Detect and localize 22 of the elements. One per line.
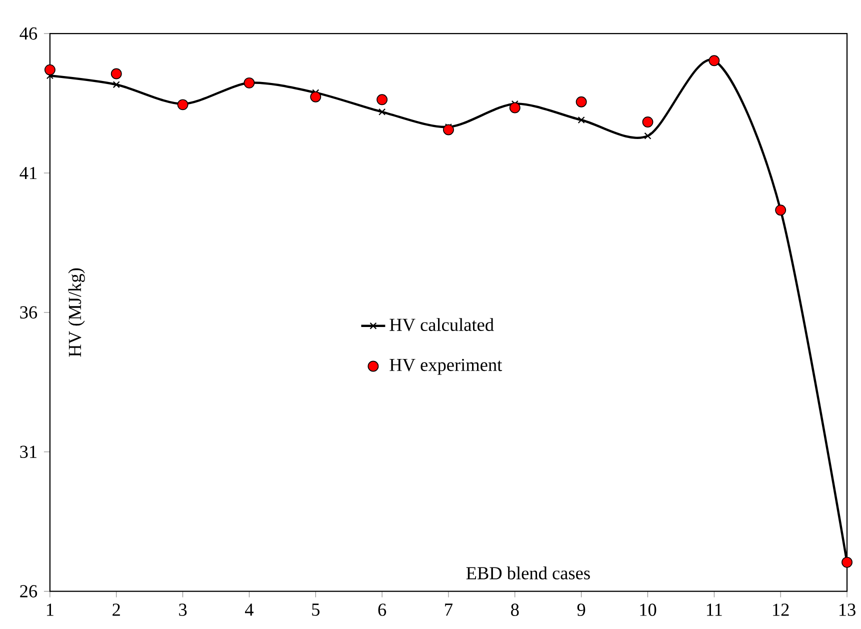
y-tick-label: 26 xyxy=(20,585,38,598)
x-tick-label: 10 xyxy=(640,604,656,616)
y-tick-label: 31 xyxy=(20,446,36,458)
y-tick-label: 36 xyxy=(20,306,38,318)
x-tick-label: 2 xyxy=(112,604,120,616)
y-tick-label: 46 xyxy=(20,27,38,40)
x-tick-label: 8 xyxy=(511,604,519,616)
x-tick-label: 4 xyxy=(245,604,254,616)
y-tick-label: 41 xyxy=(20,166,36,179)
legend-label: HV calculated xyxy=(390,318,494,331)
x-tick-label: 3 xyxy=(179,604,187,616)
x-tick-label: 7 xyxy=(445,604,453,616)
legend-label: HV experiment xyxy=(390,358,502,375)
x-tick-label: 5 xyxy=(312,604,320,616)
y-axis-title: HV (MJ/kg) xyxy=(68,268,85,357)
x-tick-label: 12 xyxy=(773,604,789,616)
x-tick-label: 11 xyxy=(706,604,722,616)
x-axis-title: EBD blend cases xyxy=(466,566,590,580)
x-tick-label: 13 xyxy=(840,604,856,616)
x-tick-label: 6 xyxy=(378,604,386,616)
x-tick-label: 1 xyxy=(46,604,54,616)
x-tick-label: 9 xyxy=(577,604,586,616)
